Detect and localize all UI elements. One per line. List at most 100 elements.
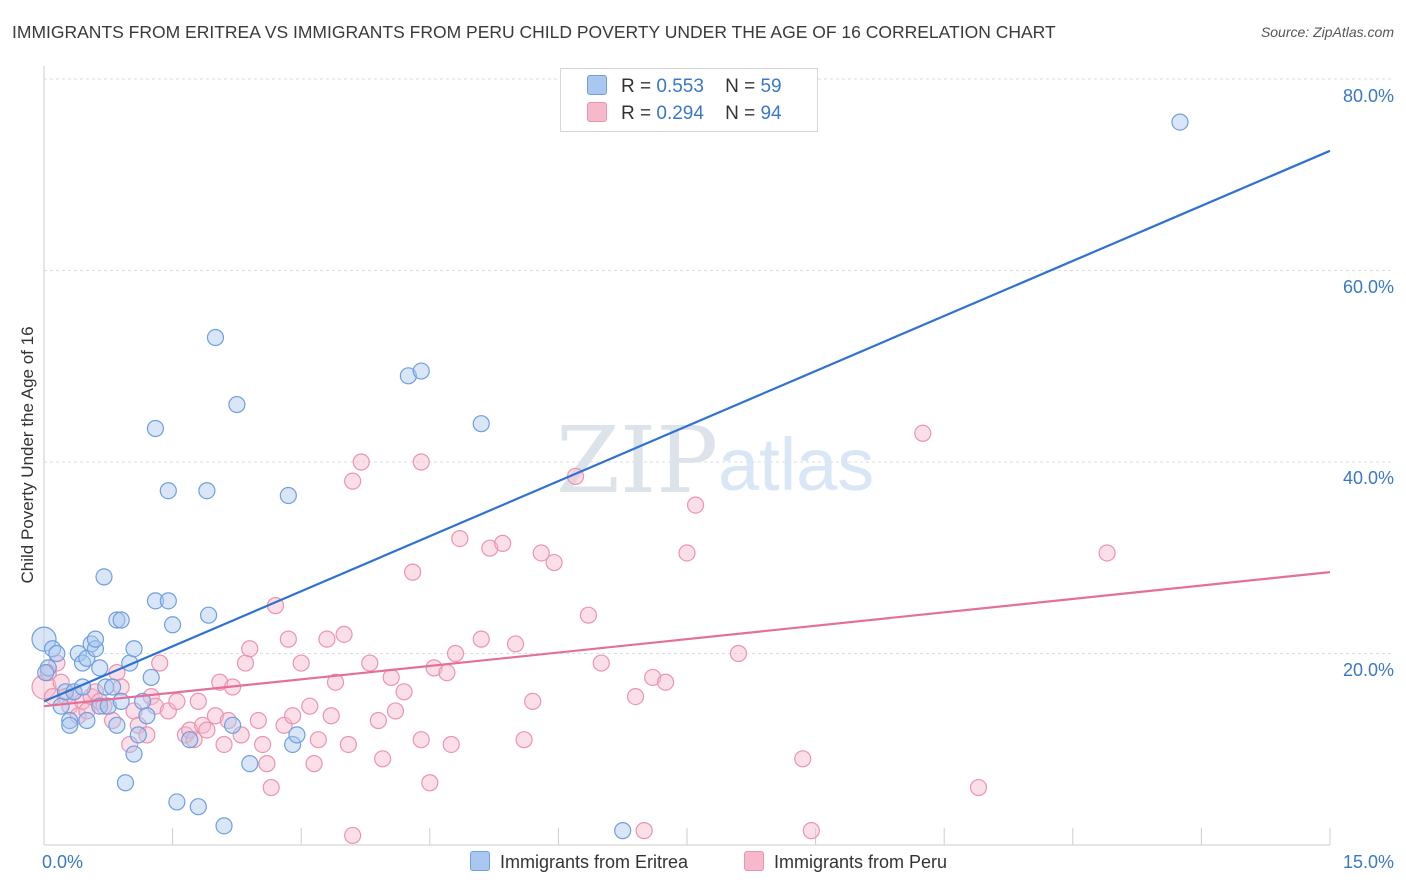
peru-swatch bbox=[587, 102, 607, 122]
peru-point bbox=[339, 735, 357, 754]
eritrea-point bbox=[31, 626, 57, 652]
peru-point bbox=[626, 687, 645, 706]
eritrea-point bbox=[39, 659, 57, 677]
peru-point bbox=[121, 735, 139, 754]
peru-point bbox=[644, 668, 662, 687]
eritrea-point bbox=[108, 611, 126, 629]
peru-point bbox=[404, 563, 422, 581]
peru-point bbox=[579, 606, 598, 624]
peru-point bbox=[545, 553, 563, 572]
y-tick-label-40: 40.0% bbox=[1342, 468, 1394, 488]
peru-point bbox=[129, 716, 147, 734]
eritrea-point bbox=[78, 711, 96, 730]
peru-point bbox=[481, 539, 499, 557]
peru-point bbox=[151, 654, 169, 672]
eritrea-point bbox=[108, 716, 126, 734]
bottom-peru-swatch bbox=[744, 851, 764, 871]
peru-point bbox=[352, 453, 370, 471]
peru-point bbox=[344, 826, 362, 845]
peru-point bbox=[322, 707, 340, 725]
eritrea-point bbox=[159, 592, 177, 610]
peru-point bbox=[686, 496, 705, 514]
chart-source: Source: ZipAtlas.com bbox=[1260, 24, 1394, 40]
eritrea-point bbox=[112, 692, 130, 710]
peru-point bbox=[395, 683, 413, 701]
peru-point bbox=[412, 453, 430, 471]
y-axis-label: Child Poverty Under the Age of 16 bbox=[18, 326, 37, 584]
y-tick-label-80: 80.0% bbox=[1342, 86, 1394, 106]
eritrea-point bbox=[116, 774, 135, 792]
peru-point bbox=[284, 707, 302, 725]
peru-point bbox=[451, 529, 469, 548]
peru-point bbox=[254, 735, 272, 754]
eritrea-point bbox=[215, 817, 233, 835]
eritrea-point bbox=[103, 678, 122, 696]
eritrea-point bbox=[112, 611, 130, 629]
eritrea-point bbox=[138, 707, 156, 725]
peru-point bbox=[374, 750, 392, 768]
trendlines bbox=[43, 149, 1331, 708]
eritrea-point bbox=[189, 798, 207, 816]
eritrea-point bbox=[48, 644, 66, 663]
peru-point bbox=[198, 721, 216, 739]
eritrea-point bbox=[472, 415, 490, 433]
bottom-peru-label: Immigrants from Peru bbox=[774, 852, 948, 872]
bottom-legend-peru: Immigrants from Peru bbox=[744, 851, 947, 873]
watermark: ZIP atlas bbox=[556, 407, 874, 514]
eritrea-point bbox=[86, 640, 105, 658]
eritrea-point bbox=[198, 482, 216, 500]
bottom-eritrea-swatch bbox=[470, 851, 490, 871]
eritrea-point bbox=[164, 616, 182, 634]
eritrea-point bbox=[95, 568, 113, 586]
legend-row-peru: R = 0.294 N = 94 bbox=[587, 102, 782, 126]
eritrea-point bbox=[288, 726, 306, 744]
bottom-legend-eritrea: Immigrants from Eritrea bbox=[470, 851, 688, 873]
eritrea-point bbox=[224, 716, 242, 734]
peru-point bbox=[421, 774, 439, 792]
peru-n-label: N = bbox=[725, 103, 756, 124]
peru-point bbox=[438, 664, 456, 682]
peru-point bbox=[181, 721, 199, 739]
x-tick-label-max: 15.0% bbox=[1342, 852, 1394, 872]
peru-point bbox=[185, 731, 203, 749]
peru-point bbox=[656, 673, 675, 691]
peru-point bbox=[794, 750, 812, 768]
eritrea-swatch bbox=[587, 75, 607, 95]
eritrea-point bbox=[399, 367, 417, 385]
eritrea-point bbox=[52, 697, 70, 715]
eritrea-point bbox=[412, 362, 430, 380]
peru-point bbox=[275, 716, 293, 734]
eritrea-point bbox=[146, 419, 165, 438]
peru-point bbox=[914, 424, 932, 442]
eritrea-point bbox=[206, 328, 225, 347]
peru-point bbox=[969, 778, 988, 797]
peru-trendline bbox=[43, 571, 1331, 708]
y-tick-label-20: 20.0% bbox=[1342, 660, 1394, 680]
peru-point bbox=[215, 735, 233, 754]
peru-point bbox=[369, 711, 387, 730]
peru-point bbox=[412, 731, 430, 749]
peru-point bbox=[301, 697, 319, 715]
peru-point bbox=[335, 625, 353, 643]
chart-title: IMMIGRANTS FROM ERITREA VS IMMIGRANTS FR… bbox=[12, 22, 1056, 42]
eritrea-point bbox=[241, 755, 259, 773]
peru-point bbox=[305, 755, 323, 773]
peru-point bbox=[382, 668, 400, 687]
peru-point bbox=[241, 640, 259, 658]
peru-point bbox=[532, 544, 550, 562]
eritrea-point bbox=[142, 668, 160, 687]
peru-point bbox=[232, 726, 250, 744]
peru-point bbox=[344, 472, 362, 490]
eritrea-points bbox=[31, 113, 1189, 840]
eritrea-point bbox=[125, 640, 143, 658]
eritrea-r-label: R = bbox=[621, 76, 652, 97]
peru-point bbox=[95, 697, 113, 715]
peru-point bbox=[425, 659, 443, 677]
x-tick-label-min: 0.0% bbox=[42, 852, 84, 872]
peru-point bbox=[442, 735, 460, 754]
eritrea-point bbox=[168, 793, 186, 811]
peru-point bbox=[729, 644, 748, 663]
axes bbox=[43, 66, 1331, 846]
eritrea-point bbox=[228, 395, 246, 414]
